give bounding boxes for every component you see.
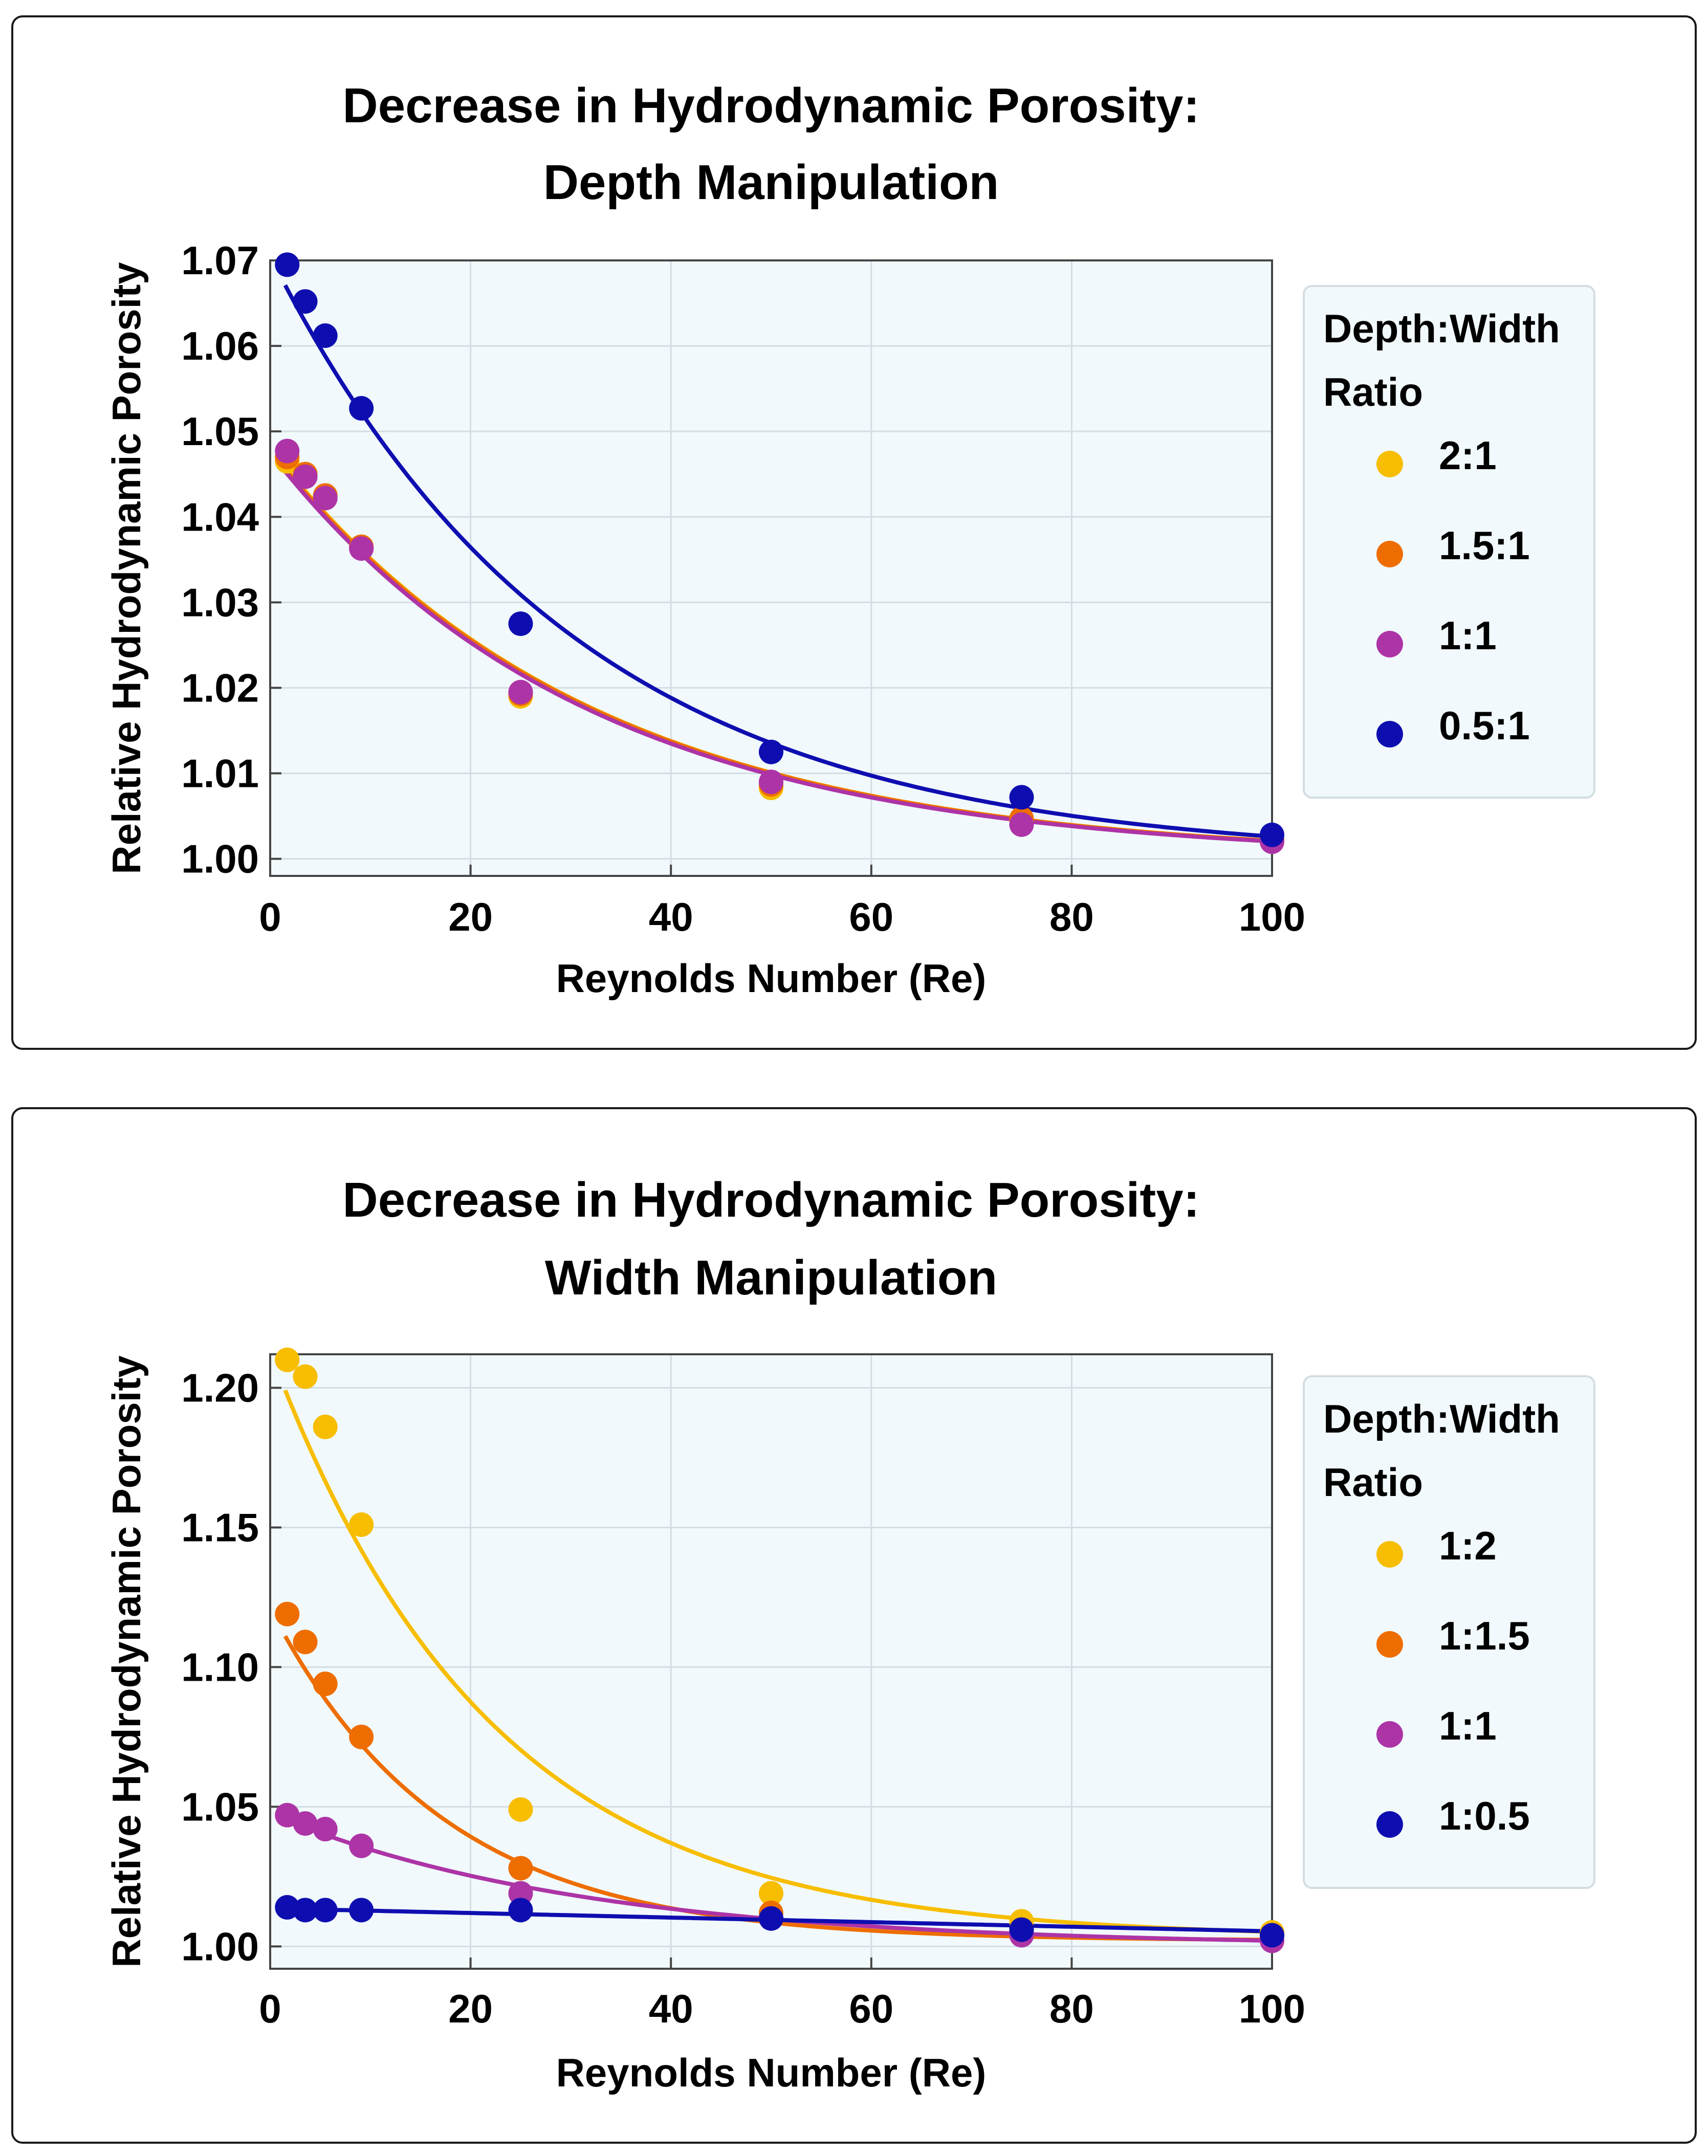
legend-title-line-1: Depth:Width — [1323, 1396, 1560, 1441]
data-point-1:2 — [293, 1364, 318, 1389]
x-axis-label: Reynolds Number (Re) — [556, 956, 987, 1001]
legend-marker-0.5:1 — [1376, 721, 1403, 747]
data-point-1:0.5 — [349, 1898, 374, 1923]
legend-title-line-2: Ratio — [1323, 1460, 1423, 1505]
y-tick-label: 1.15 — [181, 1505, 259, 1550]
legend-title-line-1: Depth:Width — [1323, 306, 1560, 351]
legend-title-line-2: Ratio — [1323, 369, 1423, 414]
data-point-1:0.5 — [508, 1898, 533, 1923]
chart-title-line-1: Decrease in Hydrodynamic Porosity: — [342, 78, 1199, 133]
legend-label-2:1: 2:1 — [1439, 433, 1497, 478]
data-point-1:1 — [508, 679, 533, 705]
x-tick-label: 0 — [259, 894, 281, 939]
x-tick-label: 20 — [448, 1986, 493, 2031]
x-axis-label: Reynolds Number (Re) — [556, 2050, 987, 2095]
legend-label-1:1.5: 1:1.5 — [1439, 1613, 1530, 1658]
legend-marker-1.5:1 — [1376, 541, 1403, 567]
data-point-1:1 — [349, 536, 374, 561]
fit-curve-1:2 — [283, 1389, 1272, 1934]
data-point-1:1.5 — [313, 1671, 338, 1697]
data-point-1:1 — [313, 1817, 338, 1842]
data-point-0.5:1 — [275, 252, 300, 277]
x-tick-label: 60 — [849, 894, 893, 939]
data-point-1:0.5 — [313, 1898, 338, 1923]
legend-marker-1:0.5 — [1376, 1811, 1403, 1838]
data-point-1:1 — [759, 769, 783, 795]
data-point-1:0.5 — [759, 1906, 783, 1931]
data-point-1:0.5 — [275, 1895, 300, 1920]
y-tick-label: 1.02 — [181, 665, 259, 710]
chart-title-line-2: Width Manipulation — [545, 1250, 997, 1305]
y-tick-label: 1.05 — [181, 1784, 259, 1829]
data-point-1:0.5 — [1260, 1923, 1284, 1948]
data-point-1:1 — [293, 1811, 318, 1836]
chart-title-line-1: Decrease in Hydrodynamic Porosity: — [342, 1173, 1199, 1227]
legend-label-1.5:1: 1.5:1 — [1439, 523, 1530, 568]
data-point-0.5:1 — [1260, 822, 1284, 847]
chart-panel-depth: Decrease in Hydrodynamic Porosity: Depth … — [11, 15, 1697, 1050]
x-tick-label: 0 — [259, 1986, 281, 2031]
chart-width-manipulation: Decrease in Hydrodynamic Porosity: Width … — [104, 1173, 1595, 2095]
data-point-1:2 — [508, 1797, 533, 1822]
legend-marker-1:1.5 — [1376, 1631, 1403, 1658]
legend-label-1:0.5: 1:0.5 — [1439, 1793, 1530, 1838]
y-tick-label: 1.20 — [181, 1366, 259, 1411]
x-tick-label: 80 — [1049, 894, 1094, 939]
data-point-1:1 — [313, 486, 338, 511]
data-point-1:1 — [293, 464, 318, 489]
data-point-1:1.5 — [275, 1601, 300, 1626]
x-tick-label: 100 — [1239, 894, 1305, 939]
legend-marker-1:2 — [1376, 1541, 1403, 1568]
data-point-0.5:1 — [349, 396, 374, 421]
legend-box — [1303, 1375, 1595, 1889]
data-point-1:2 — [349, 1512, 374, 1537]
y-tick-label: 1.00 — [181, 1924, 259, 1969]
legend-marker-1:1 — [1376, 1721, 1403, 1748]
plot-frame — [269, 1353, 1273, 1970]
chart-title-line-2: Depth Manipulation — [543, 155, 999, 210]
data-point-1:1 — [275, 438, 300, 464]
y-tick-label: 1.05 — [181, 409, 259, 454]
y-tick-label: 1.06 — [181, 323, 259, 368]
x-tick-label: 20 — [448, 894, 493, 939]
data-point-1:0.5 — [293, 1898, 318, 1923]
data-point-1:1 — [349, 1833, 374, 1858]
data-point-1:1 — [1009, 812, 1034, 837]
data-point-1:1.5 — [349, 1724, 374, 1749]
data-point-0.5:1 — [759, 739, 783, 764]
y-tick-label: 1.00 — [181, 837, 259, 882]
data-point-0.5:1 — [293, 289, 318, 314]
y-tick-label: 1.01 — [181, 751, 259, 796]
data-point-1:1.5 — [293, 1630, 318, 1655]
data-point-0.5:1 — [313, 323, 338, 348]
data-point-1:0.5 — [1009, 1917, 1034, 1942]
x-tick-label: 100 — [1239, 1986, 1305, 2031]
x-tick-label: 40 — [649, 894, 693, 939]
legend-label-1:1: 1:1 — [1439, 613, 1497, 658]
data-point-0.5:1 — [508, 611, 533, 636]
legend-marker-1:1 — [1376, 631, 1403, 657]
plot-frame — [269, 259, 1273, 877]
data-point-1:2 — [313, 1414, 338, 1439]
chart-panel-width: Decrease in Hydrodynamic Porosity: Width … — [11, 1107, 1697, 2144]
x-tick-label: 60 — [849, 1986, 893, 2031]
data-point-1:2 — [759, 1881, 783, 1906]
data-point-0.5:1 — [1009, 785, 1034, 810]
data-point-1:2 — [275, 1347, 300, 1372]
y-tick-label: 1.04 — [181, 494, 259, 539]
y-tick-label: 1.07 — [181, 238, 259, 283]
legend-box — [1303, 285, 1595, 799]
y-tick-label: 1.03 — [181, 580, 259, 625]
y-tick-label: 1.10 — [181, 1644, 259, 1689]
legend-label-1:2: 1:2 — [1439, 1523, 1497, 1568]
x-tick-label: 40 — [649, 1986, 693, 2031]
y-axis-label: Relative Hydrodynamic Porosity — [104, 262, 149, 874]
data-point-1:1.5 — [508, 1856, 533, 1881]
x-tick-label: 80 — [1049, 1986, 1094, 2031]
legend-marker-2:1 — [1376, 451, 1403, 477]
legend-label-0.5:1: 0.5:1 — [1439, 703, 1530, 748]
legend-label-1:1: 1:1 — [1439, 1703, 1497, 1748]
y-axis-label: Relative Hydrodynamic Porosity — [104, 1355, 149, 1967]
chart-depth-manipulation: Decrease in Hydrodynamic Porosity: Depth … — [104, 78, 1595, 1001]
